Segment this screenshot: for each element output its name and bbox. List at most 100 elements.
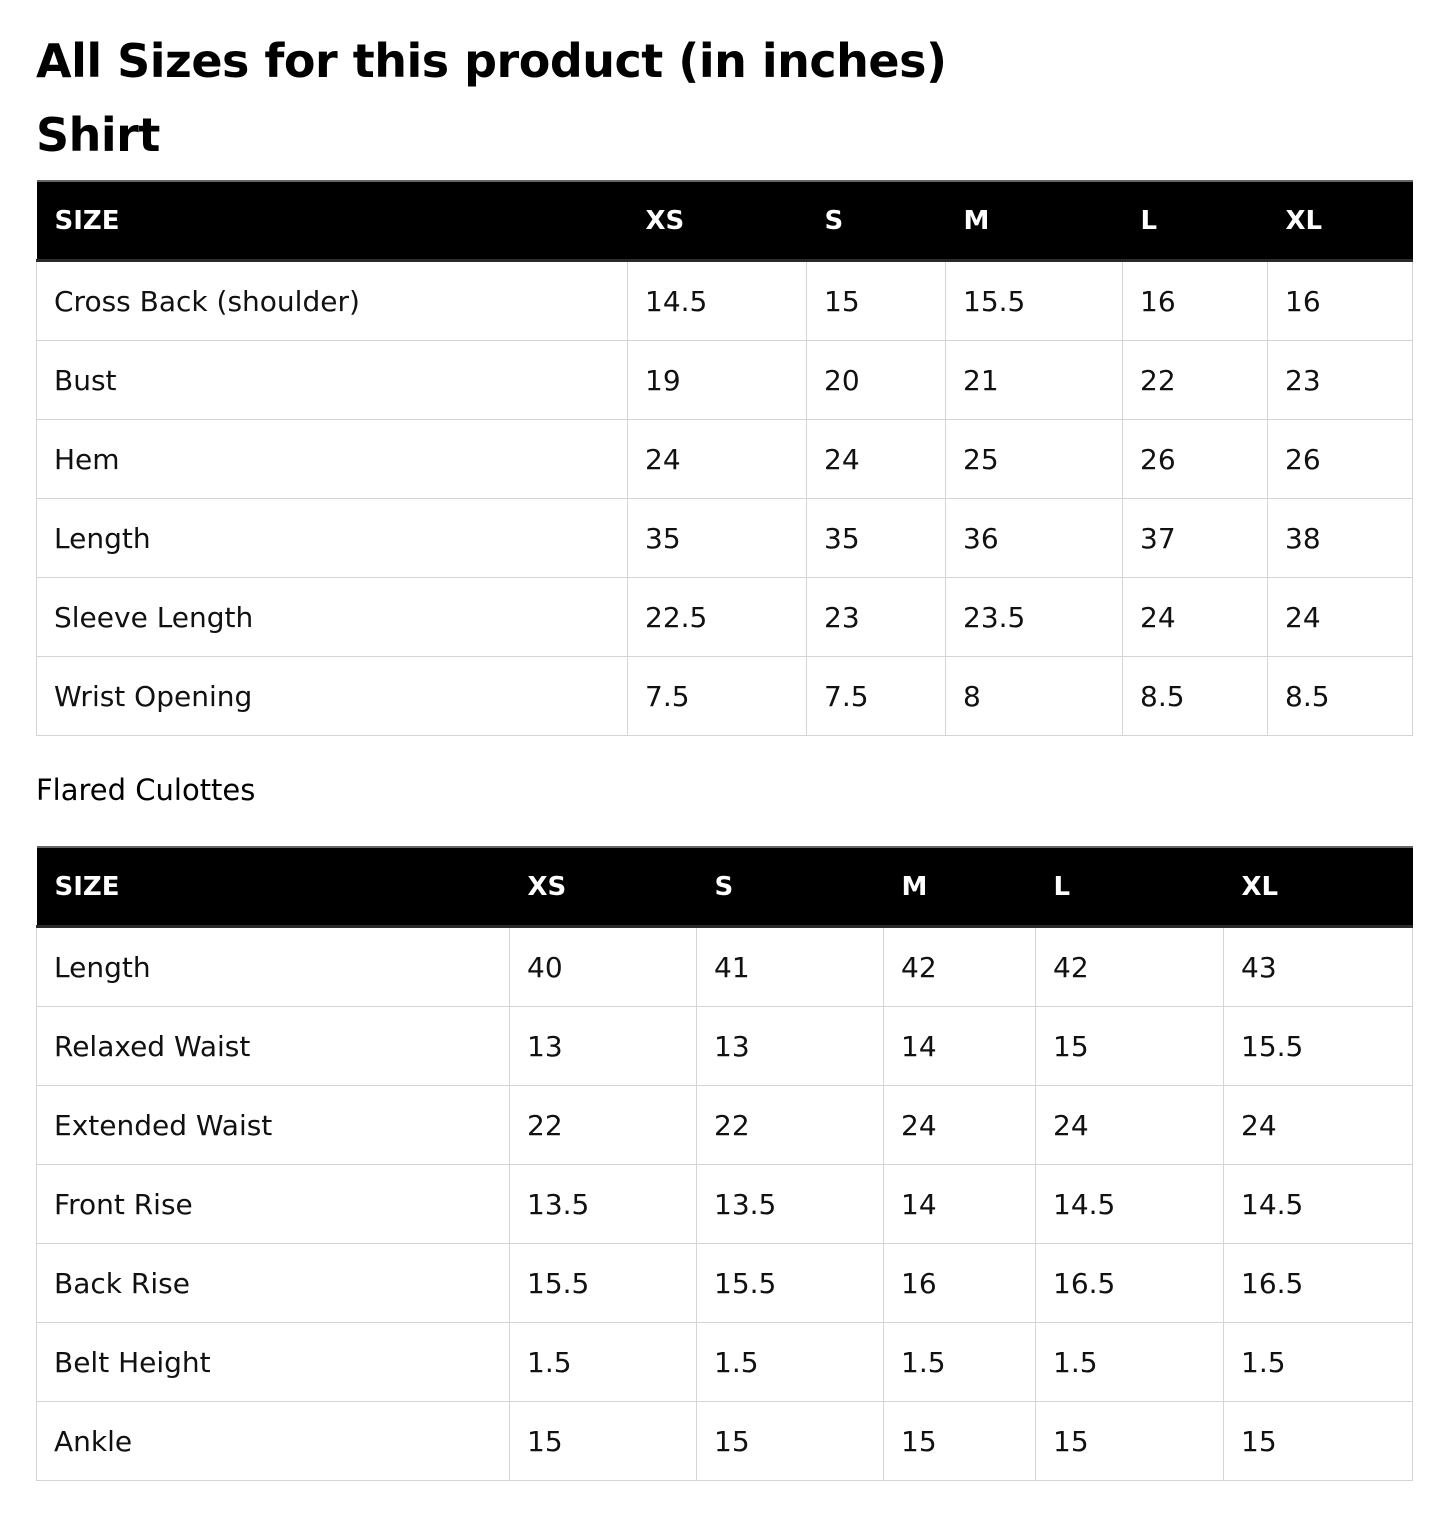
table-row: Hem 24 24 25 26 26 [36, 419, 1413, 499]
culottes-section-title: Flared Culottes [36, 773, 256, 807]
measurement-value: 8.5 [1267, 656, 1413, 736]
table-row: Extended Waist 22 22 24 24 24 [36, 1085, 1413, 1165]
table-row: Sleeve Length 22.5 23 23.5 24 24 [36, 577, 1413, 657]
measurement-value: 24 [1035, 1085, 1224, 1165]
table-row: Length 40 41 42 42 43 [36, 926, 1413, 1007]
measurement-value: 24 [1122, 577, 1268, 657]
measurement-value: 14.5 [1035, 1164, 1224, 1244]
culottes-header-cell: M [883, 846, 1036, 928]
measurement-value: 15.5 [509, 1243, 697, 1323]
measurement-value: 37 [1122, 498, 1268, 578]
measurement-value: 15 [696, 1401, 884, 1481]
measurement-value: 22 [1122, 340, 1268, 420]
measurement-value: 14 [883, 1164, 1036, 1244]
measurement-value: 14.5 [627, 260, 807, 341]
measurement-label: Bust [36, 340, 628, 420]
measurement-value: 26 [1122, 419, 1268, 499]
measurement-value: 20 [806, 340, 946, 420]
measurement-value: 24 [1267, 577, 1413, 657]
measurement-value: 24 [883, 1085, 1036, 1165]
table-row: Relaxed Waist 13 13 14 15 15.5 [36, 1006, 1413, 1086]
measurement-value: 15 [1035, 1401, 1224, 1481]
measurement-label: Length [36, 498, 628, 578]
measurement-value: 22 [509, 1085, 697, 1165]
shirt-size-table: SIZE XS S M L XL Cross Back (shoulder) 1… [36, 180, 1413, 736]
measurement-value: 13.5 [509, 1164, 697, 1244]
measurement-value: 13 [696, 1006, 884, 1086]
measurement-value: 43 [1223, 926, 1413, 1007]
measurement-label: Front Rise [36, 1164, 510, 1244]
table-row: Ankle 15 15 15 15 15 [36, 1401, 1413, 1481]
measurement-value: 24 [806, 419, 946, 499]
measurement-value: 15.5 [945, 260, 1123, 341]
measurement-value: 16 [883, 1243, 1036, 1323]
measurement-value: 35 [627, 498, 807, 578]
measurement-value: 7.5 [806, 656, 946, 736]
measurement-value: 16 [1122, 260, 1268, 341]
measurement-label: Relaxed Waist [36, 1006, 510, 1086]
culottes-header-cell: S [696, 846, 884, 928]
measurement-value: 1.5 [1035, 1322, 1224, 1402]
culottes-header-cell: L [1035, 846, 1224, 928]
measurement-value: 23 [1267, 340, 1413, 420]
measurement-value: 15.5 [696, 1243, 884, 1323]
measurement-value: 14.5 [1223, 1164, 1413, 1244]
measurement-label: Hem [36, 419, 628, 499]
measurement-value: 23 [806, 577, 946, 657]
measurement-value: 24 [1223, 1085, 1413, 1165]
table-row: Length 35 35 36 37 38 [36, 498, 1413, 578]
culottes-size-table: SIZE XS S M L XL Length 40 41 42 42 43 R… [36, 846, 1413, 1481]
culottes-header-cell: XS [509, 846, 697, 928]
measurement-value: 1.5 [883, 1322, 1036, 1402]
measurement-value: 42 [883, 926, 1036, 1007]
table-row: Bust 19 20 21 22 23 [36, 340, 1413, 420]
measurement-label: Extended Waist [36, 1085, 510, 1165]
shirt-header-cell: XS [627, 180, 807, 262]
shirt-header-cell: S [806, 180, 946, 262]
measurement-label: Length [36, 926, 510, 1007]
measurement-value: 15 [1223, 1401, 1413, 1481]
table-row: Back Rise 15.5 15.5 16 16.5 16.5 [36, 1243, 1413, 1323]
measurement-value: 16.5 [1223, 1243, 1413, 1323]
measurement-value: 19 [627, 340, 807, 420]
shirt-section-title: Shirt [36, 108, 160, 162]
measurement-value: 8.5 [1122, 656, 1268, 736]
measurement-value: 16 [1267, 260, 1413, 341]
measurement-value: 36 [945, 498, 1123, 578]
measurement-value: 25 [945, 419, 1123, 499]
shirt-header-cell: XL [1267, 180, 1413, 262]
measurement-value: 40 [509, 926, 697, 1007]
measurement-value: 41 [696, 926, 884, 1007]
measurement-value: 13.5 [696, 1164, 884, 1244]
shirt-header-cell: SIZE [36, 180, 628, 262]
measurement-value: 35 [806, 498, 946, 578]
shirt-header-cell: L [1122, 180, 1268, 262]
measurement-value: 23.5 [945, 577, 1123, 657]
measurement-value: 15 [883, 1401, 1036, 1481]
measurement-value: 1.5 [1223, 1322, 1413, 1402]
measurement-value: 8 [945, 656, 1123, 736]
measurement-value: 1.5 [696, 1322, 884, 1402]
table-row: Belt Height 1.5 1.5 1.5 1.5 1.5 [36, 1322, 1413, 1402]
measurement-value: 14 [883, 1006, 1036, 1086]
measurement-label: Sleeve Length [36, 577, 628, 657]
measurement-value: 24 [627, 419, 807, 499]
measurement-value: 22 [696, 1085, 884, 1165]
measurement-value: 15 [1035, 1006, 1224, 1086]
measurement-value: 7.5 [627, 656, 807, 736]
measurement-value: 16.5 [1035, 1243, 1224, 1323]
measurement-value: 22.5 [627, 577, 807, 657]
measurement-value: 21 [945, 340, 1123, 420]
table-row: Front Rise 13.5 13.5 14 14.5 14.5 [36, 1164, 1413, 1244]
measurement-label: Cross Back (shoulder) [36, 260, 628, 341]
page-title: All Sizes for this product (in inches) [36, 34, 947, 88]
culottes-header-row: SIZE XS S M L XL [36, 846, 1413, 928]
measurement-value: 1.5 [509, 1322, 697, 1402]
culottes-header-cell: SIZE [36, 846, 510, 928]
measurement-value: 15 [509, 1401, 697, 1481]
measurement-label: Ankle [36, 1401, 510, 1481]
measurement-value: 15 [806, 260, 946, 341]
measurement-value: 42 [1035, 926, 1224, 1007]
measurement-value: 38 [1267, 498, 1413, 578]
measurement-value: 15.5 [1223, 1006, 1413, 1086]
